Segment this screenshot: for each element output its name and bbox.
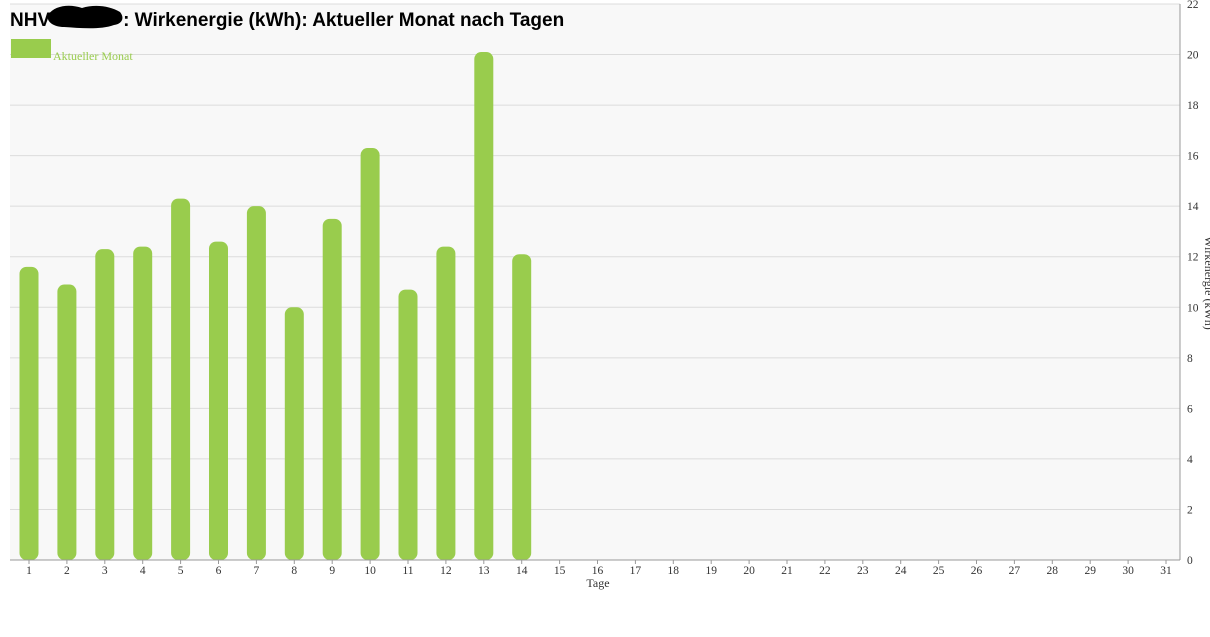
legend-label: Aktueller Monat [53, 49, 133, 63]
bar [57, 284, 77, 560]
x-tick-label: 22 [819, 565, 831, 577]
bar [284, 307, 304, 560]
legend: Aktueller Monat [11, 39, 133, 63]
gridlines [10, 3, 1180, 561]
bar [209, 241, 228, 560]
x-tick-label: 12 [440, 565, 452, 577]
y-tick-label: 2 [1187, 504, 1193, 516]
x-tick-label: 17 [630, 565, 642, 577]
y-tick-label: 4 [1187, 454, 1193, 466]
y-tick-labels: 0 2 4 6 8 10 12 14 16 18 20 22 [1187, 0, 1199, 567]
x-tick-label: 27 [1009, 565, 1021, 577]
x-tick-label: 5 [178, 565, 184, 577]
chart-title-prefix: NHV [10, 10, 50, 31]
redacted-scribble [47, 5, 123, 29]
y-tick-label: 12 [1187, 252, 1199, 264]
x-tick-label: 3 [102, 565, 108, 577]
x-tick-label: 29 [1084, 565, 1096, 577]
x-tick-label: 20 [743, 565, 755, 577]
bar [19, 266, 39, 560]
bars [19, 52, 532, 561]
x-tick-label: 19 [705, 565, 717, 577]
bar [322, 218, 342, 560]
x-tick-label: 8 [291, 565, 297, 577]
bar [436, 246, 456, 561]
bar [512, 254, 532, 560]
x-tick-label: 23 [857, 565, 869, 577]
chart-title-suffix: : Wirkenergie (kWh): Aktueller Monat nac… [123, 10, 564, 31]
x-tick-label: 21 [781, 565, 793, 577]
y-tick-label: 16 [1187, 151, 1199, 163]
axes [10, 4, 1181, 564]
x-tick-label: 6 [216, 565, 222, 577]
x-tick-label: 7 [254, 565, 260, 577]
x-tick-label: 13 [478, 565, 490, 577]
x-tick-label: 9 [329, 565, 335, 577]
x-tick-label: 18 [668, 565, 680, 577]
y-tick-label: 18 [1187, 100, 1199, 112]
bar [398, 289, 418, 560]
x-tick-label: 30 [1122, 565, 1134, 577]
x-tick-label: 16 [592, 565, 604, 577]
x-tick-label: 4 [140, 565, 146, 577]
x-axis-label: Tage [586, 576, 609, 590]
y-tick-label: 8 [1187, 353, 1193, 365]
svg-text:NHV: Wirkenergie (kWh): Aktuel: NHV : Wirkenergie (kWh): Aktueller Monat … [10, 10, 564, 31]
y-tick-label: 22 [1187, 0, 1199, 11]
x-tick-label: 28 [1047, 565, 1059, 577]
bar [133, 246, 153, 561]
plot-area [10, 4, 1180, 560]
x-tick-labels: 1 2 3 4 5 6 7 8 9 10 11 12 13 14 15 16 17 18 19 20 21 22 23 24 2… [26, 565, 1172, 577]
y-tick-label: 20 [1187, 50, 1199, 62]
bar [246, 206, 266, 560]
x-tick-label: 10 [364, 565, 376, 577]
x-tick-label: 24 [895, 565, 907, 577]
bar [171, 198, 191, 560]
bar [360, 148, 380, 560]
x-tick-label: 31 [1160, 565, 1172, 577]
y-tick-label: 6 [1187, 403, 1193, 415]
legend-swatch [11, 39, 51, 58]
chart-title: NHV : Wirkenergie (kWh): Aktueller Monat … [10, 5, 564, 31]
y-tick-label: 0 [1187, 555, 1193, 567]
x-tick-label: 1 [26, 565, 32, 577]
x-tick-label: 26 [971, 565, 983, 577]
x-tick-label: 15 [554, 565, 566, 577]
bar [95, 249, 115, 561]
y-axis-label: Wirkenergie (kWh) [1202, 236, 1210, 330]
x-tick-label: 25 [933, 565, 945, 577]
y-tick-label: 14 [1187, 201, 1199, 213]
x-tick-label: 11 [402, 565, 413, 577]
x-tick-label: 2 [64, 565, 70, 577]
y-tick-label: 10 [1187, 302, 1199, 314]
x-tick-label: 14 [516, 565, 528, 577]
bar [474, 52, 494, 560]
